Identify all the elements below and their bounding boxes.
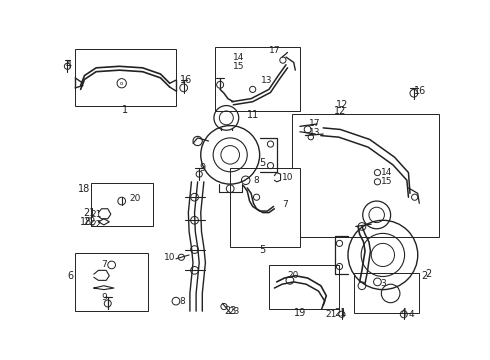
- Text: 4: 4: [401, 308, 407, 318]
- Bar: [292, 114, 440, 237]
- Text: 13: 13: [309, 128, 321, 137]
- Text: 17: 17: [309, 119, 321, 128]
- Text: 21: 21: [334, 308, 346, 318]
- Text: 10: 10: [282, 174, 294, 183]
- Text: 4: 4: [409, 310, 414, 319]
- Text: 18: 18: [80, 217, 92, 227]
- Text: 22: 22: [91, 220, 102, 229]
- Text: 3: 3: [381, 279, 386, 288]
- Bar: [269, 265, 339, 309]
- Text: 15: 15: [233, 62, 245, 71]
- Text: 7: 7: [282, 201, 288, 210]
- Text: 5: 5: [260, 244, 266, 255]
- Text: 16: 16: [414, 86, 426, 96]
- Text: o: o: [120, 81, 123, 86]
- Text: 8: 8: [253, 176, 259, 185]
- Text: 21: 21: [83, 208, 96, 217]
- Text: 23: 23: [228, 307, 239, 316]
- Text: 9: 9: [101, 293, 107, 302]
- Text: 18: 18: [78, 184, 91, 194]
- Text: 4: 4: [65, 60, 71, 70]
- Text: 2: 2: [421, 271, 427, 281]
- Bar: [215, 47, 300, 111]
- Text: 19: 19: [294, 308, 306, 318]
- Text: 17: 17: [269, 46, 280, 55]
- Text: 15: 15: [381, 177, 392, 186]
- Text: 2: 2: [425, 269, 432, 279]
- Text: 20: 20: [288, 271, 299, 280]
- Bar: [230, 168, 300, 247]
- Text: 7: 7: [101, 260, 107, 269]
- Text: 14: 14: [381, 168, 392, 177]
- Text: 13: 13: [261, 76, 273, 85]
- Bar: [354, 273, 419, 313]
- Text: 14: 14: [233, 53, 245, 62]
- Text: 20: 20: [129, 194, 141, 203]
- Text: 21: 21: [325, 310, 336, 319]
- Text: 5: 5: [259, 158, 265, 167]
- Text: 12: 12: [336, 100, 349, 110]
- Bar: [91, 183, 153, 226]
- Text: 10: 10: [165, 253, 176, 262]
- Bar: [75, 253, 148, 311]
- Text: 9: 9: [199, 163, 205, 173]
- Text: 22: 22: [83, 217, 96, 227]
- Text: 23: 23: [224, 306, 236, 316]
- Text: 8: 8: [180, 297, 186, 306]
- Text: 16: 16: [180, 75, 192, 85]
- Text: 12: 12: [334, 106, 346, 116]
- Bar: [75, 49, 176, 106]
- Text: 21: 21: [91, 210, 102, 219]
- Text: 1: 1: [122, 105, 128, 115]
- Text: 6: 6: [68, 271, 74, 281]
- Text: 11: 11: [247, 110, 260, 120]
